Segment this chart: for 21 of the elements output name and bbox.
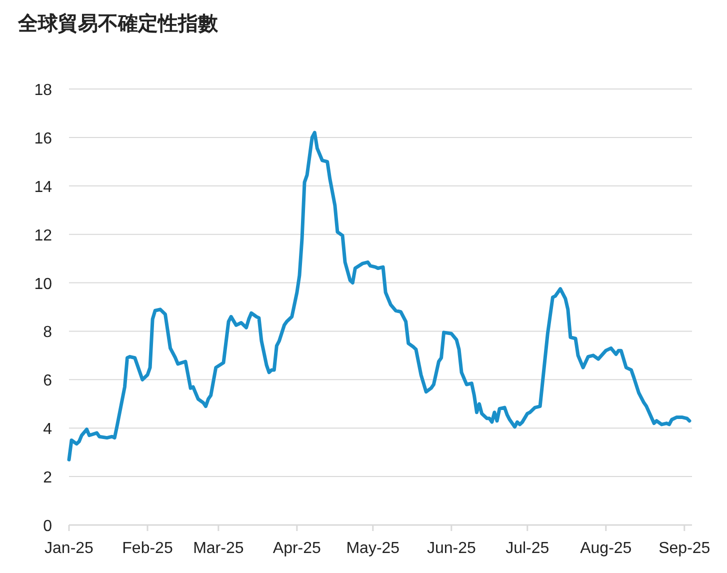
y-tick-label: 0 bbox=[43, 518, 52, 535]
y-tick-label: 18 bbox=[34, 82, 52, 99]
y-tick-label: 12 bbox=[34, 227, 52, 244]
y-tick-label: 6 bbox=[43, 372, 52, 390]
y-tick-label: 14 bbox=[34, 178, 52, 196]
x-tick-label: Aug-25 bbox=[580, 540, 632, 557]
y-tick-label: 10 bbox=[34, 276, 52, 293]
chart-title: 全球貿易不確定性指數 bbox=[17, 12, 219, 35]
line-series bbox=[67, 130, 692, 462]
x-tick-label: Sep-25 bbox=[658, 540, 710, 557]
x-tick-label: Jun-25 bbox=[426, 540, 476, 557]
x-tick-label: May-25 bbox=[346, 540, 400, 557]
y-tick-label: 4 bbox=[43, 421, 52, 438]
x-tick-label: Jul-25 bbox=[506, 540, 550, 557]
y-tick-label: 2 bbox=[43, 470, 52, 487]
x-tick-label: Jan-25 bbox=[44, 540, 94, 557]
y-tick-label: 16 bbox=[34, 130, 52, 148]
x-tick-label: Mar-25 bbox=[193, 540, 244, 557]
x-tick-label: Apr-25 bbox=[272, 540, 322, 557]
y-tick-label: 8 bbox=[43, 324, 52, 342]
x-tick-label: Feb-25 bbox=[122, 540, 173, 557]
